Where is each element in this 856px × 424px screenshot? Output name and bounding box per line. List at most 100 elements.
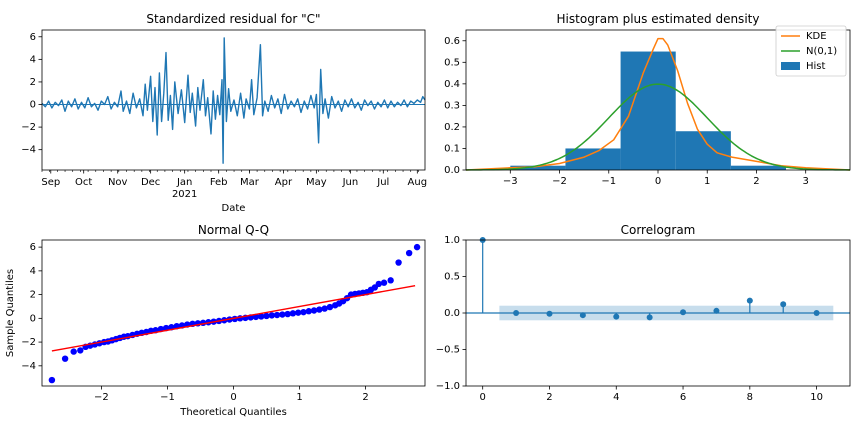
hist-ytick-label: 0.1 <box>444 143 460 154</box>
qq-point <box>273 311 281 319</box>
hist-xtick-label: 0 <box>655 176 661 187</box>
qq-point <box>284 310 291 318</box>
qq-xtick-label: 0 <box>230 392 236 403</box>
resid-xtick-label: Jul <box>376 177 389 188</box>
qq-ytick-label: 6 <box>30 242 36 253</box>
acf-marker <box>713 307 720 314</box>
resid-xtick-label: Feb <box>210 177 228 188</box>
acf-marker <box>613 313 620 320</box>
kde-line <box>465 37 851 171</box>
acf-marker <box>780 301 787 308</box>
acf-marker <box>513 310 520 316</box>
qq-point <box>405 249 413 257</box>
acf-marker <box>546 310 553 317</box>
acf-ytick-label: −1.0 <box>436 381 460 392</box>
resid-ytick-label: −4 <box>21 145 36 156</box>
resid-ytick-label: −2 <box>21 122 36 133</box>
qq-point <box>77 347 84 354</box>
hist-xtick-label: −3 <box>503 176 518 187</box>
qq-point <box>300 308 307 316</box>
hist-xtick-label: 1 <box>704 176 710 187</box>
hist-bar <box>730 165 786 170</box>
qq-point <box>310 307 318 314</box>
legend-swatch <box>781 62 800 70</box>
resid-xtick-label: Apr <box>275 177 293 188</box>
acf-ytick-label: −0.5 <box>436 345 460 356</box>
resid-ytick-label: 0 <box>30 100 36 111</box>
hist-bar <box>510 165 566 170</box>
qq-point <box>48 376 56 384</box>
resid-xtick-label: May <box>306 177 327 188</box>
hist-title: Histogram plus estimated density <box>557 12 760 26</box>
legend-label: N(0,1) <box>806 46 837 57</box>
resid-xtick-label: Oct <box>75 177 92 188</box>
hist-xtick-label: −1 <box>601 176 616 187</box>
qq-xtick-label: 2 <box>362 392 368 403</box>
qq-ytick-label: −2 <box>21 337 36 348</box>
qq-point <box>295 309 302 316</box>
resid-ytick-label: 4 <box>30 54 36 65</box>
acf-xtick-label: 2 <box>546 392 552 403</box>
qq-xtick-label: 1 <box>296 392 302 403</box>
qq-xlabel: Theoretical Quantiles <box>179 407 287 418</box>
hist-ytick-label: 0.6 <box>444 36 460 47</box>
qq-frame <box>41 239 426 387</box>
qq-point <box>395 259 402 266</box>
acf-xtick-label: 0 <box>480 392 486 403</box>
resid-xtick-label: Aug <box>408 177 428 188</box>
hist-ytick-label: 0.4 <box>444 79 460 90</box>
acf-xtick-label: 6 <box>680 392 686 403</box>
resid-xlabel: Date <box>222 203 246 214</box>
hist-bar <box>565 148 621 170</box>
qq-point <box>61 355 69 362</box>
acf-marker <box>680 309 687 316</box>
resid-title: Standardized residual for "C" <box>146 12 320 26</box>
qq-xtick-label: −2 <box>94 392 109 403</box>
qq-ytick-label: 0 <box>30 313 36 324</box>
resid-xtick-label: Jan <box>176 177 192 188</box>
qq-point <box>268 312 275 319</box>
hist-ytick-label: 0.2 <box>444 122 460 133</box>
qq-ylabel: Sample Quantiles <box>5 269 16 357</box>
resid-xtick-year: 2021 <box>172 189 197 200</box>
resid-xtick-label: Nov <box>108 177 128 188</box>
acf-marker <box>579 312 586 319</box>
qq-title: Normal Q-Q <box>198 223 269 237</box>
resid-xtick-label: Sep <box>41 177 60 188</box>
resid-xtick-label: Jun <box>342 177 359 188</box>
resid-series-line <box>41 37 426 164</box>
acf-ytick-label: 0.5 <box>444 272 460 283</box>
legend-label: Hist <box>806 61 826 72</box>
resid-frame <box>41 29 426 171</box>
qq-point <box>316 306 323 313</box>
acf-xtick-label: 4 <box>613 392 619 403</box>
qq-point <box>305 308 312 315</box>
hist-xtick-label: 3 <box>803 176 809 187</box>
qq-ytick-label: 2 <box>30 290 36 301</box>
qq-point <box>279 311 286 318</box>
acf-marker <box>646 314 653 321</box>
qq-ytick-label: 4 <box>30 266 36 277</box>
qq-point <box>70 348 77 355</box>
acf-marker <box>746 297 753 304</box>
hist-ytick-label: 0.0 <box>444 165 460 176</box>
qq-point <box>289 310 297 317</box>
qq-ytick-label: −4 <box>21 361 36 372</box>
resid-xtick-label: Dec <box>141 177 160 188</box>
acf-marker <box>813 310 820 316</box>
qq-point <box>380 279 388 286</box>
qq-point <box>263 312 270 320</box>
resid-ytick-label: 2 <box>30 77 36 88</box>
qq-reference-line <box>51 285 416 352</box>
qq-point <box>321 305 328 312</box>
acf-title: Correlogram <box>621 223 696 237</box>
qq-point <box>326 303 334 311</box>
legend-label: KDE <box>806 31 827 42</box>
hist-xtick-label: 2 <box>753 176 759 187</box>
hist-bar <box>620 51 676 170</box>
qq-point <box>258 313 265 320</box>
hist-xtick-label: −2 <box>552 176 567 187</box>
acf-xtick-label: 10 <box>810 392 823 403</box>
qq-point <box>413 243 421 251</box>
